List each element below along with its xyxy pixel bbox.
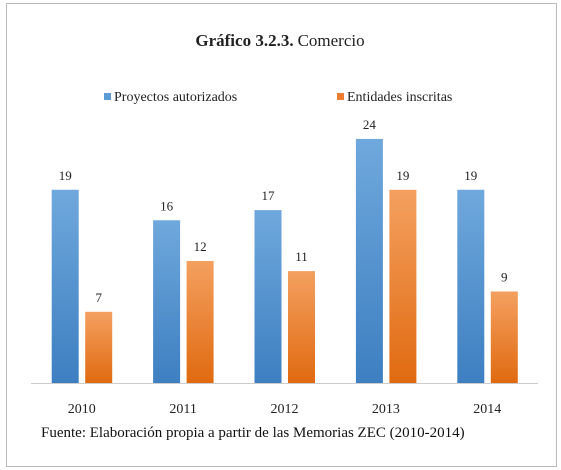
bar	[389, 189, 417, 383]
title-text: Comercio	[298, 31, 365, 50]
data-label: 7	[95, 290, 102, 305]
data-label: 16	[160, 198, 174, 213]
x-tick-label: 2010	[68, 402, 96, 417]
source-note: Fuente: Elaboración propia a partir de l…	[41, 425, 465, 441]
data-label: 12	[194, 239, 207, 254]
bar	[490, 291, 518, 383]
data-label: 9	[501, 269, 508, 284]
data-label: 17	[262, 188, 276, 203]
chart-title: Gráfico 3.2.3. Comercio	[195, 31, 364, 50]
x-tick-label: 2013	[372, 402, 400, 417]
data-label: 19	[464, 168, 477, 183]
bar	[153, 220, 181, 383]
x-tick-label: 2011	[169, 402, 196, 417]
frame	[6, 3, 557, 467]
x-tick-label: 2012	[271, 402, 299, 417]
data-label: 11	[295, 249, 308, 264]
legend-label: Proyectos autorizados	[114, 90, 237, 105]
data-label: 24	[363, 117, 377, 132]
x-tick-label: 2014	[473, 402, 501, 417]
bar	[254, 210, 282, 383]
bar	[355, 138, 383, 383]
bar	[457, 189, 485, 383]
legend-label: Entidades inscritas	[347, 90, 452, 105]
bar	[288, 271, 315, 383]
legend-swatch	[337, 93, 344, 100]
title-number: Gráfico 3.2.3.	[195, 31, 293, 50]
data-label: 19	[59, 168, 72, 183]
bar	[51, 189, 79, 383]
legend-swatch	[104, 93, 111, 100]
bar	[186, 260, 214, 383]
data-label: 19	[396, 168, 409, 183]
bar	[85, 311, 113, 383]
